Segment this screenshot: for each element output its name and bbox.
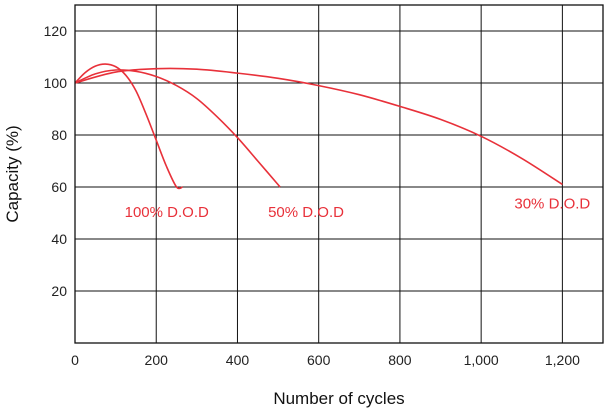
series-line [74, 63, 183, 190]
plot-frame [74, 4, 604, 344]
y-tick-label: 120 [44, 23, 68, 39]
y-tick-label: 60 [51, 179, 67, 195]
y-tick-label: 100 [44, 75, 68, 91]
series-labels: 100% D.O.D 50% D.O.D 30% D.O.D [125, 195, 591, 221]
x-axis-ticks: 0 200 400 600 800 1,000 1,200 [71, 352, 580, 368]
series-label: 50% D.O.D [268, 204, 344, 221]
y-tick-label: 80 [51, 127, 67, 143]
series-label: 30% D.O.D [514, 195, 590, 212]
y-tick-label: 40 [51, 231, 67, 247]
series-line [74, 69, 281, 188]
y-axis-ticks: 20 40 60 80 100 120 [44, 23, 68, 299]
y-axis-title: Capacity (%) [3, 125, 22, 222]
x-tick-label: 0 [71, 352, 79, 368]
grid [75, 5, 603, 343]
series-label: 100% D.O.D [125, 204, 209, 221]
x-tick-label: 1,000 [464, 352, 499, 368]
x-tick-label: 400 [226, 352, 250, 368]
x-tick-label: 600 [307, 352, 331, 368]
series-lines [74, 63, 563, 190]
x-tick-label: 800 [388, 352, 412, 368]
x-axis-title: Number of cycles [273, 389, 404, 408]
x-tick-label: 200 [145, 352, 169, 368]
series-line [74, 67, 563, 186]
y-tick-label: 20 [51, 283, 67, 299]
x-tick-label: 1,200 [545, 352, 580, 368]
